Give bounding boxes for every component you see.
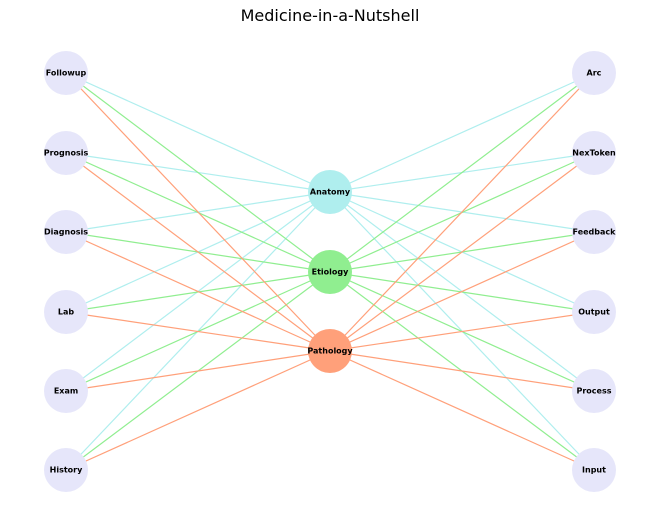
edge-exam-pathology [65, 350, 331, 392]
node-arc-circle [572, 51, 616, 95]
edge-lab-pathology [65, 311, 331, 352]
node-nextoken-label: NexToken [572, 149, 616, 158]
node-lab-label: Lab [58, 308, 74, 317]
node-anatomy-label: Anatomy [310, 188, 351, 197]
node-history-label: History [50, 466, 83, 475]
node-output-label: Output [578, 308, 610, 317]
edge-output-pathology [329, 311, 595, 352]
node-input-label: Input [582, 466, 606, 475]
node-feedback-label: Feedback [573, 228, 617, 237]
node-nextoken-circle [572, 131, 616, 175]
node-arc-label: Arc [587, 69, 602, 78]
node-nextoken: NexToken [572, 131, 616, 175]
node-input: Input [572, 448, 616, 492]
node-pathology-circle [308, 329, 352, 373]
node-feedback-circle [572, 210, 616, 254]
node-anatomy: Anatomy [308, 170, 352, 214]
edge-followup-etiology [65, 72, 331, 273]
edges-layer [65, 72, 595, 471]
node-prognosis: Prognosis [44, 131, 89, 175]
node-process-label: Process [577, 387, 612, 396]
node-diagnosis-circle [44, 210, 88, 254]
node-feedback: Feedback [572, 210, 616, 254]
edge-nextoken-pathology [329, 152, 595, 352]
node-pathology: Pathology [307, 329, 353, 373]
edge-prognosis-pathology [65, 152, 331, 352]
node-output: Output [572, 290, 616, 334]
edge-history-pathology [65, 350, 331, 471]
node-anatomy-circle [308, 170, 352, 214]
edge-process-pathology [329, 350, 595, 392]
node-lab: Lab [44, 290, 88, 334]
edge-followup-anatomy [65, 72, 331, 193]
edge-followup-pathology [65, 72, 331, 352]
nodes-layer: Followup Prognosis Diagnosis Lab Exam History… [44, 51, 616, 492]
node-exam: Exam [44, 369, 88, 413]
node-history-circle [44, 448, 88, 492]
node-lab-circle [44, 290, 88, 334]
edge-feedback-pathology [329, 231, 595, 352]
node-pathology-label: Pathology [307, 347, 353, 356]
node-prognosis-label: Prognosis [44, 149, 89, 158]
node-process-circle [572, 369, 616, 413]
node-diagnosis-label: Diagnosis [44, 228, 88, 237]
node-diagnosis: Diagnosis [44, 210, 88, 254]
edge-arc-anatomy [329, 72, 595, 193]
node-exam-label: Exam [54, 387, 78, 396]
node-followup: Followup [44, 51, 88, 95]
node-exam-circle [44, 369, 88, 413]
node-etiology-label: Etiology [312, 268, 349, 277]
node-followup-label: Followup [46, 69, 87, 78]
node-followup-circle [44, 51, 88, 95]
diagram-title: Medicine-in-a-Nutshell [240, 6, 420, 25]
node-output-circle [572, 290, 616, 334]
node-process: Process [572, 369, 616, 413]
node-arc: Arc [572, 51, 616, 95]
node-input-circle [572, 448, 616, 492]
edge-input-pathology [329, 350, 595, 471]
node-history: History [44, 448, 88, 492]
edge-diagnosis-pathology [65, 231, 331, 352]
edge-arc-etiology [329, 72, 595, 273]
edge-arc-pathology [329, 72, 595, 352]
node-prognosis-circle [44, 131, 88, 175]
node-etiology-circle [308, 250, 352, 294]
node-etiology: Etiology [308, 250, 352, 294]
